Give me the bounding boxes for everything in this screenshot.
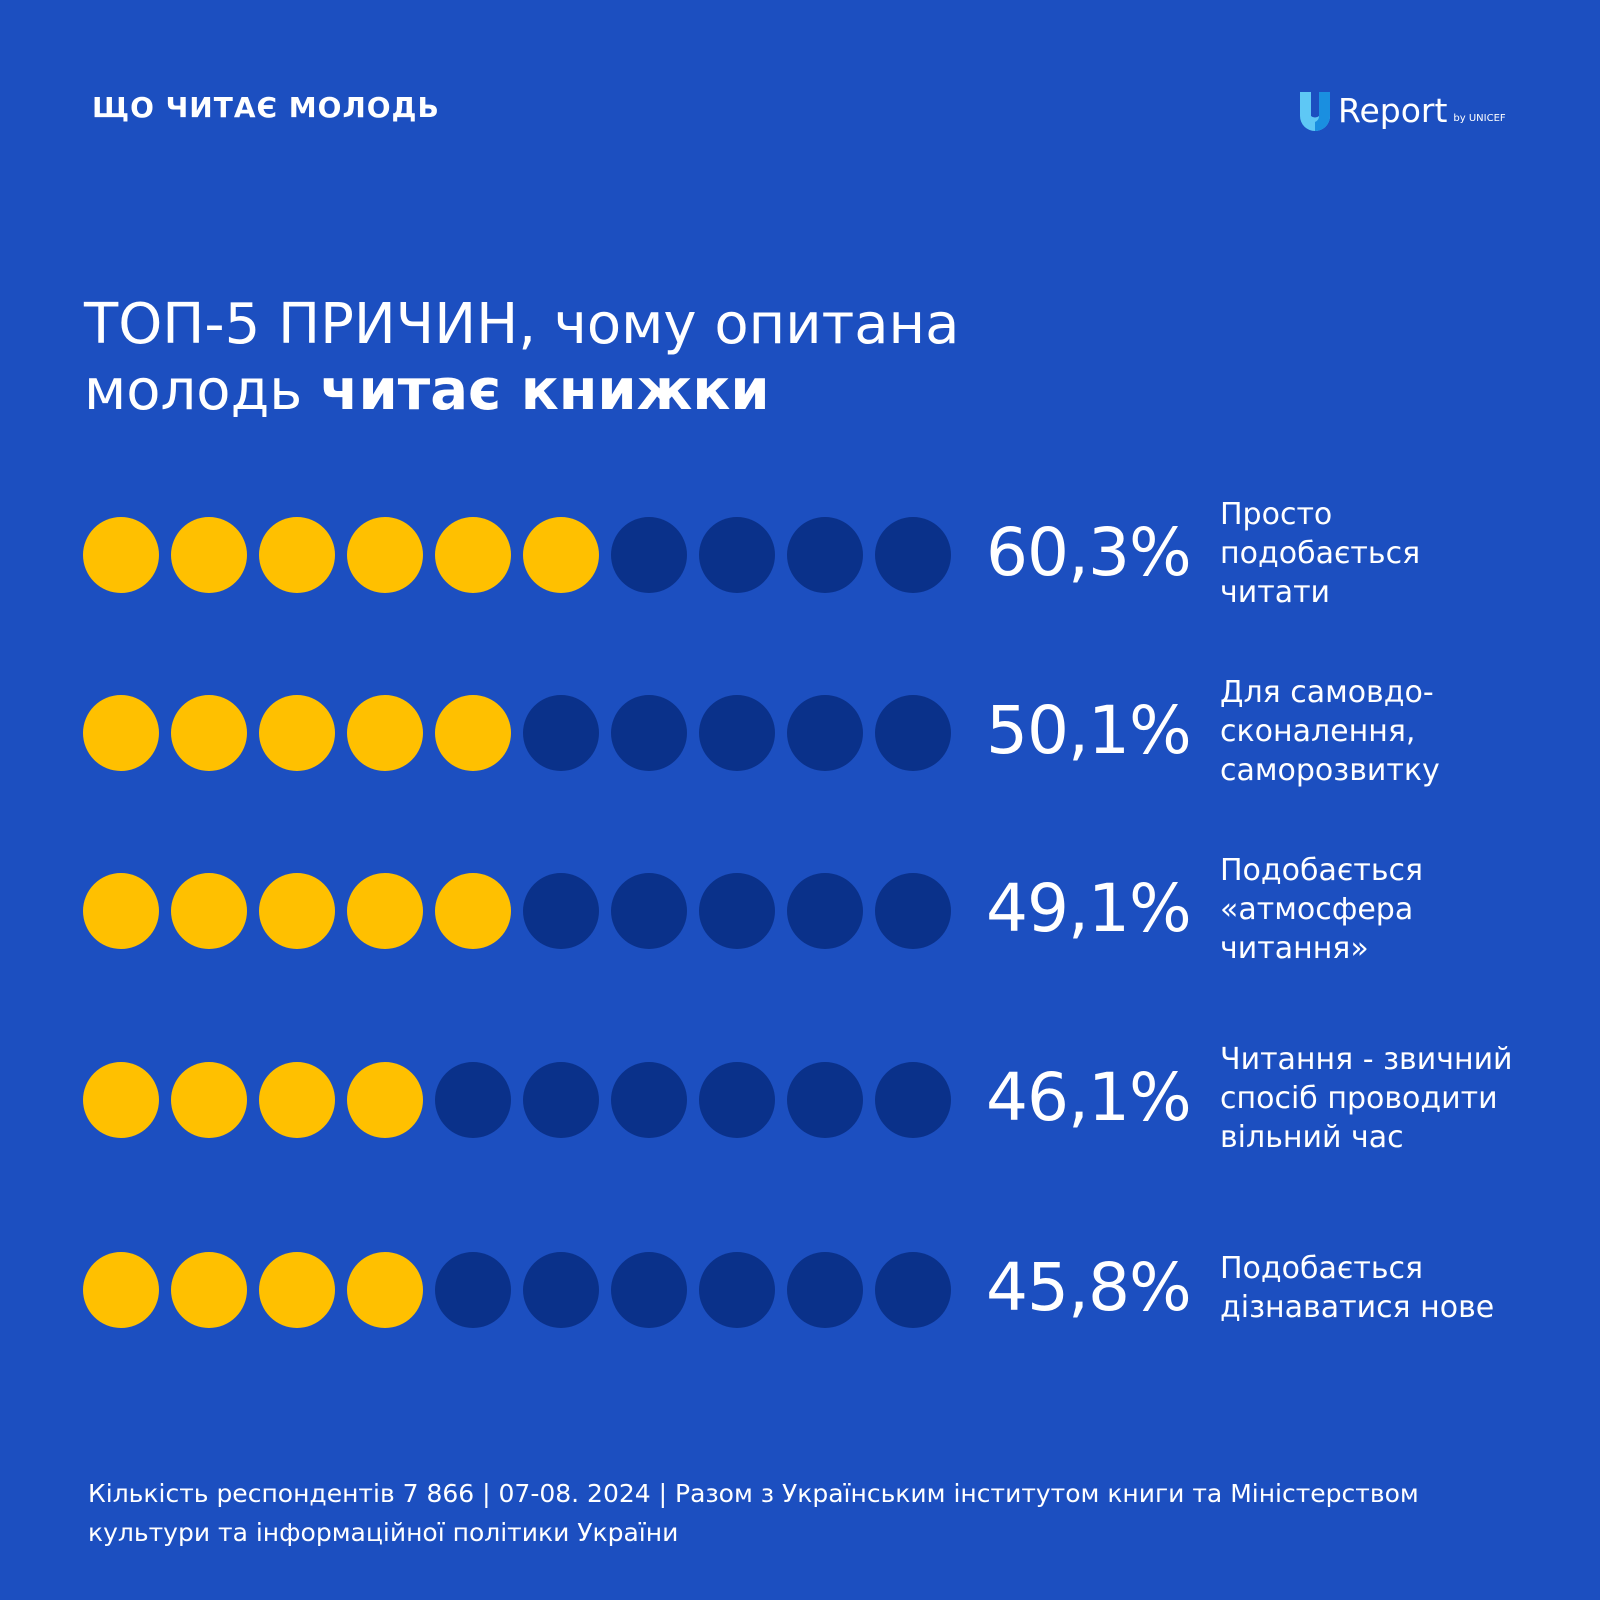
empty-dot — [699, 517, 775, 593]
filled-dot — [259, 1062, 335, 1138]
row-label: Для самовдо- сконалення, саморозвитку — [1220, 674, 1440, 788]
row-label: Подобається дізнаватися нове — [1220, 1251, 1495, 1325]
filled-dot — [259, 873, 335, 949]
empty-dot — [875, 873, 951, 949]
filled-dot — [259, 517, 335, 593]
empty-dot — [699, 1252, 775, 1328]
row-value: 49,1% — [986, 870, 1192, 947]
empty-dot — [787, 695, 863, 771]
empty-dot — [523, 1062, 599, 1138]
filled-dot — [171, 695, 247, 771]
row-label: Подобається «атмосфера читання» — [1220, 852, 1424, 966]
logo-by-unicef: by UNICEF — [1453, 113, 1506, 124]
filled-dot — [347, 873, 423, 949]
filled-dot — [171, 873, 247, 949]
filled-dot — [171, 517, 247, 593]
row-value: 60,3% — [986, 514, 1192, 591]
row-value: 45,8% — [986, 1249, 1192, 1326]
empty-dot — [699, 873, 775, 949]
ureport-logo: Report by UNICEF — [1298, 84, 1506, 132]
filled-dot — [259, 1252, 335, 1328]
empty-dot — [875, 517, 951, 593]
empty-dot — [523, 695, 599, 771]
empty-dot — [611, 873, 687, 949]
filled-dot — [523, 517, 599, 593]
empty-dot — [523, 873, 599, 949]
filled-dot — [171, 1062, 247, 1138]
filled-dot — [347, 517, 423, 593]
empty-dot — [435, 1062, 511, 1138]
u-logo-icon — [1300, 92, 1330, 131]
empty-dot — [435, 1252, 511, 1328]
filled-dot — [347, 1252, 423, 1328]
row-value: 46,1% — [986, 1059, 1192, 1136]
title-bold: читає книжки — [320, 358, 770, 423]
filled-dot — [435, 873, 511, 949]
empty-dot — [611, 517, 687, 593]
empty-dot — [523, 1252, 599, 1328]
empty-dot — [787, 517, 863, 593]
row-value: 50,1% — [986, 692, 1192, 769]
logo-wordmark: Report — [1338, 91, 1448, 130]
filled-dot — [435, 517, 511, 593]
filled-dot — [83, 695, 159, 771]
filled-dot — [259, 695, 335, 771]
filled-dot — [435, 695, 511, 771]
empty-dot — [787, 873, 863, 949]
page-title: ТОП-5 ПРИЧИН, чому опитана молодь читає … — [84, 292, 1084, 424]
filled-dot — [171, 1252, 247, 1328]
filled-dot — [83, 1252, 159, 1328]
filled-dot — [83, 873, 159, 949]
empty-dot — [875, 1062, 951, 1138]
title-regular: ТОП-5 ПРИЧИН, чому опитана молодь — [84, 292, 960, 423]
empty-dot — [787, 1062, 863, 1138]
empty-dot — [875, 1252, 951, 1328]
empty-dot — [699, 695, 775, 771]
empty-dot — [611, 695, 687, 771]
empty-dot — [787, 1252, 863, 1328]
header-label: ЩО ЧИТАЄ МОЛОДЬ — [92, 91, 440, 124]
empty-dot — [611, 1252, 687, 1328]
filled-dot — [347, 1062, 423, 1138]
empty-dot — [699, 1062, 775, 1138]
empty-dot — [875, 695, 951, 771]
row-label: Просто подобається читати — [1220, 496, 1421, 610]
footer-note: Кількість респондентів 7 866 | 07-08. 20… — [88, 1479, 1419, 1547]
row-label: Читання - звичний спосіб проводити вільн… — [1220, 1041, 1513, 1155]
empty-dot — [611, 1062, 687, 1138]
filled-dot — [347, 695, 423, 771]
filled-dot — [83, 517, 159, 593]
filled-dot — [83, 1062, 159, 1138]
